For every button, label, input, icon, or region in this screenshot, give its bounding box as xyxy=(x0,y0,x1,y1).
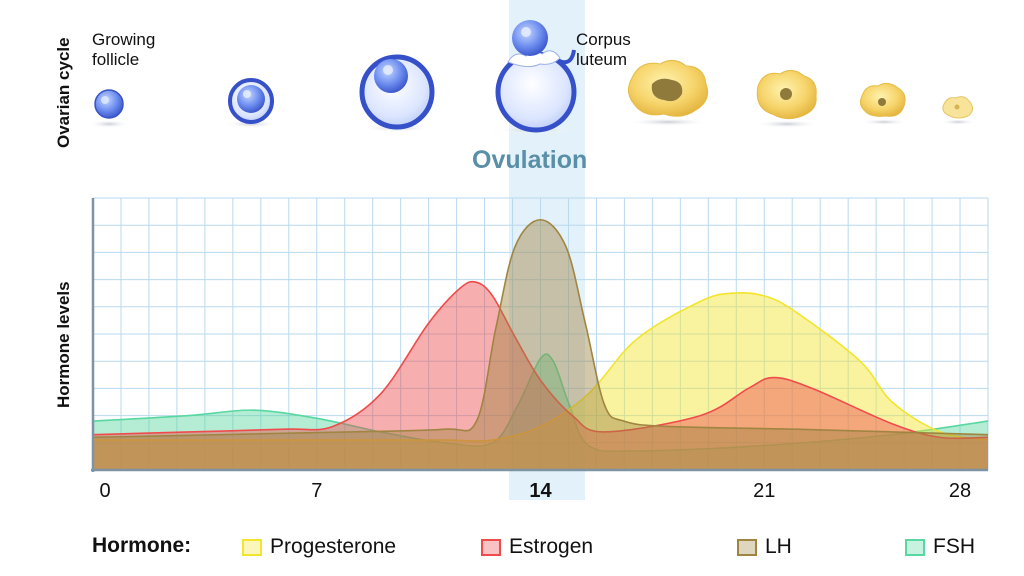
ovulation-label: Ovulation xyxy=(472,146,588,174)
corpus-luteum-stage-1-icon xyxy=(628,60,709,126)
legend-estrogen-label: Estrogen xyxy=(509,535,594,558)
follicle-stage-1-icon xyxy=(89,89,129,128)
progesterone-swatch-icon xyxy=(242,538,262,556)
lh-area xyxy=(93,219,988,470)
ovulating-follicle-icon xyxy=(495,20,577,134)
x-tick-label: 7 xyxy=(311,480,323,502)
corpus-luteum-line-2: luteum xyxy=(576,50,628,69)
corpus-luteum-stage-4-icon xyxy=(940,96,976,125)
corpus-luteum-stage-3-icon xyxy=(859,82,908,125)
x-tick-label: 21 xyxy=(753,480,776,502)
hormone-chart xyxy=(91,197,989,472)
legend-progesterone-label: Progesterone xyxy=(270,535,397,558)
legend-title: Hormone: xyxy=(92,534,192,557)
legend-progesterone: Progesterone xyxy=(242,533,396,561)
x-tick-label: 28 xyxy=(948,480,972,502)
ovarian-cycle-illustration xyxy=(89,20,976,134)
legend-fsh-label: FSH xyxy=(933,535,975,558)
lh-line xyxy=(92,218,989,439)
corpus-luteum-stage-2-icon xyxy=(755,70,819,128)
legend-estrogen: Estrogen xyxy=(481,533,593,561)
growing-follicle-line-2: follicle xyxy=(92,50,140,69)
growing-follicle-caption: Growing follicle xyxy=(92,30,155,70)
progesterone-area xyxy=(93,292,988,470)
legend-lh-label: LH xyxy=(765,535,792,558)
follicle-stage-3-icon xyxy=(359,54,435,132)
x-tick-label: 0 xyxy=(99,480,111,502)
fsh-swatch-icon xyxy=(905,538,925,556)
estrogen-area xyxy=(93,281,988,470)
legend-fsh: FSH xyxy=(905,533,975,561)
progesterone-line xyxy=(93,291,989,442)
fsh-line xyxy=(92,353,989,453)
lh-swatch-icon xyxy=(737,538,757,556)
estrogen-swatch-icon xyxy=(481,538,501,556)
fsh-area xyxy=(93,354,988,470)
growing-follicle-line-1: Growing xyxy=(92,30,156,49)
corpus-luteum-line-1: Corpus xyxy=(576,30,631,49)
legend-lh: LH xyxy=(737,533,792,561)
estrogen-line xyxy=(92,280,989,440)
follicle-stage-2-icon xyxy=(225,78,277,128)
corpus-luteum-caption: Corpus luteum xyxy=(576,30,631,70)
x-tick-label: 14 xyxy=(529,480,552,502)
